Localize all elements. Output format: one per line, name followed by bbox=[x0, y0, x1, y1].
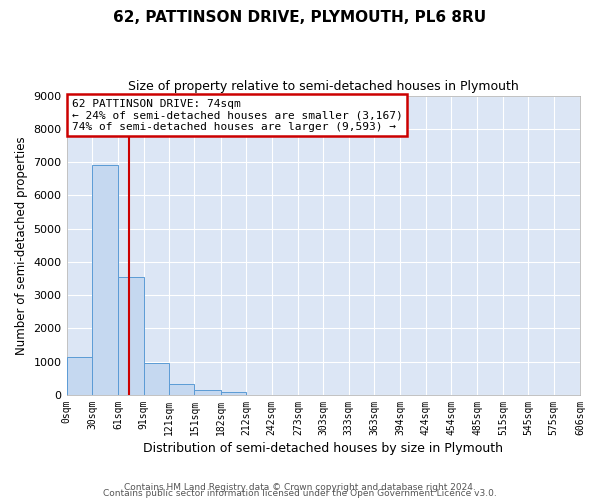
Bar bbox=[169, 384, 194, 395]
Bar bbox=[194, 390, 221, 395]
Text: 62, PATTINSON DRIVE, PLYMOUTH, PL6 8RU: 62, PATTINSON DRIVE, PLYMOUTH, PL6 8RU bbox=[113, 10, 487, 25]
Y-axis label: Number of semi-detached properties: Number of semi-detached properties bbox=[15, 136, 28, 354]
Bar bbox=[118, 277, 143, 395]
Text: Contains HM Land Registry data © Crown copyright and database right 2024.: Contains HM Land Registry data © Crown c… bbox=[124, 484, 476, 492]
Bar bbox=[67, 356, 92, 395]
Text: 62 PATTINSON DRIVE: 74sqm
← 24% of semi-detached houses are smaller (3,167)
74% : 62 PATTINSON DRIVE: 74sqm ← 24% of semi-… bbox=[71, 98, 403, 132]
Text: Contains public sector information licensed under the Open Government Licence v3: Contains public sector information licen… bbox=[103, 490, 497, 498]
Bar bbox=[221, 392, 246, 395]
Title: Size of property relative to semi-detached houses in Plymouth: Size of property relative to semi-detach… bbox=[128, 80, 518, 93]
Bar bbox=[143, 362, 169, 395]
X-axis label: Distribution of semi-detached houses by size in Plymouth: Distribution of semi-detached houses by … bbox=[143, 442, 503, 455]
Bar bbox=[92, 166, 118, 395]
